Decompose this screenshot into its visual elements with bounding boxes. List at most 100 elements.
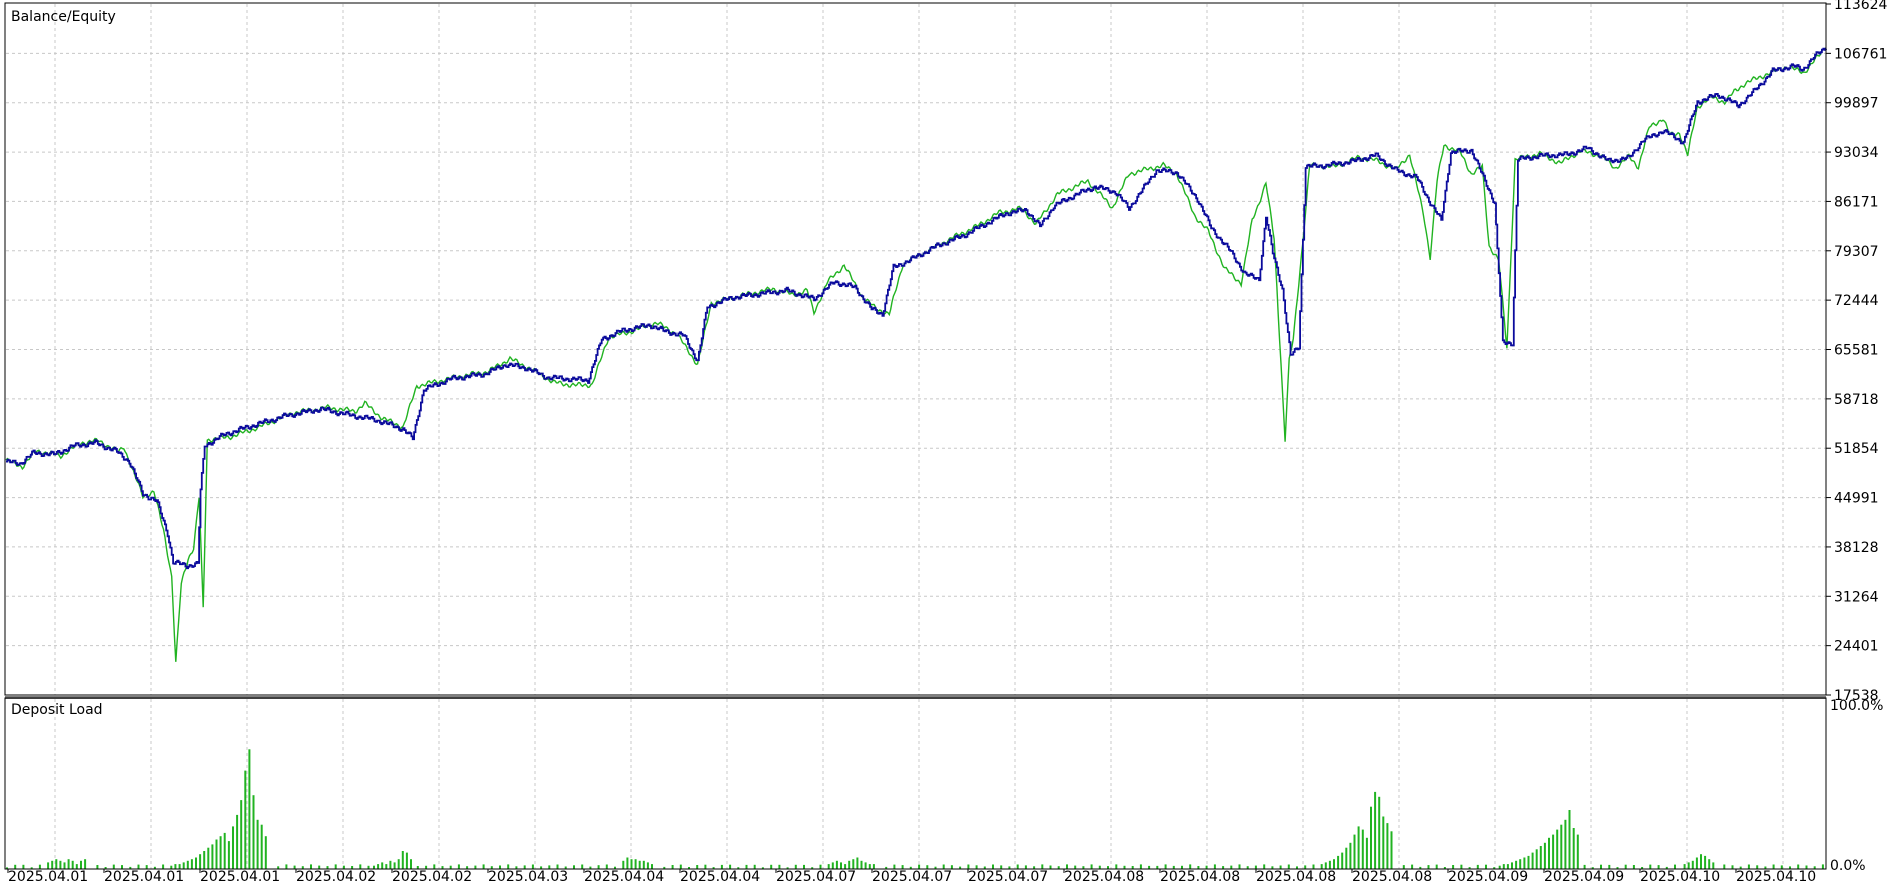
deposit-bar [474, 865, 477, 869]
deposit-bar [393, 862, 396, 869]
deposit-bar [1164, 864, 1167, 869]
deposit-bar [248, 749, 251, 869]
deposit-bar [872, 864, 875, 869]
deposit-bar [1789, 866, 1791, 869]
deposit-bar [1572, 828, 1575, 869]
deposit-bar [868, 864, 871, 869]
deposit-bar [256, 819, 259, 869]
deposit-bar [704, 864, 707, 869]
deposit-bar [1370, 806, 1372, 869]
y-tick-label: 79307 [1834, 244, 1879, 260]
deposit-bar [992, 864, 994, 869]
deposit-bar [1123, 865, 1126, 869]
deposit-bar [1074, 865, 1077, 869]
deposit-bar [1098, 865, 1101, 869]
x-tick-label: 2025.04.01 [104, 869, 184, 885]
deposit-bar [162, 864, 165, 869]
deposit-bar [410, 859, 412, 869]
deposit-bar [252, 795, 255, 869]
deposit-bar [310, 864, 312, 869]
deposit-bar [753, 864, 756, 869]
deposit-bar [1304, 865, 1307, 869]
deposit-bar [1552, 834, 1555, 869]
deposit-bar [1263, 864, 1266, 869]
deposit-bar [112, 864, 115, 869]
deposit-bar [1502, 864, 1505, 869]
deposit-bar [901, 865, 904, 869]
deposit-bar [1797, 864, 1800, 869]
deposit-bar [1756, 865, 1759, 869]
series-layer [5, 47, 1827, 662]
deposit-bar [630, 859, 633, 869]
deposit-axis-top-label: 100.0% [1830, 698, 1883, 714]
deposit-bar [523, 865, 526, 869]
deposit-bar [51, 860, 54, 869]
deposit-bar [373, 865, 375, 869]
deposit-bar [1616, 867, 1619, 869]
deposit-bar [745, 864, 748, 869]
deposit-bar [1813, 866, 1816, 869]
deposit-bar [597, 865, 600, 869]
deposit-bar [264, 836, 267, 869]
grid-layer [6, 4, 1826, 869]
deposit-bar [1691, 860, 1694, 869]
deposit-bar [540, 866, 543, 869]
deposit-bar [1205, 865, 1208, 869]
deposit-bar [1333, 859, 1335, 869]
deposit-bar [457, 864, 460, 869]
deposit-bar [1324, 862, 1327, 869]
deposit-bar [737, 867, 740, 869]
deposit-bar [589, 866, 592, 869]
deposit-bar [1131, 866, 1134, 869]
deposit-bar [59, 860, 62, 869]
deposit-bar [232, 826, 234, 869]
y-tick-label: 24401 [1834, 639, 1879, 655]
deposit-bar [397, 859, 400, 869]
deposit-bar [1390, 831, 1393, 869]
deposit-bar [671, 865, 674, 869]
deposit-bar [190, 859, 193, 869]
deposit-bar [1411, 864, 1414, 869]
deposit-bar [1564, 819, 1567, 869]
deposit-bar [1016, 864, 1019, 869]
y-tick-label: 113624 [1834, 0, 1888, 13]
deposit-bar [1591, 867, 1594, 869]
deposit-bar [893, 864, 896, 869]
deposit-bar [385, 864, 388, 869]
deposit-bar [425, 865, 428, 869]
y-tick-label: 38128 [1834, 540, 1879, 556]
x-tick-label: 2025.04.08 [1256, 869, 1336, 885]
deposit-bar [1254, 865, 1257, 869]
deposit-bar [1624, 864, 1627, 869]
deposit-bar [195, 857, 197, 869]
deposit-bar [1493, 867, 1496, 869]
deposit-bar [223, 832, 226, 869]
legend-balance: Balance [11, 9, 67, 25]
deposit-bar [634, 859, 637, 869]
deposit-bar [1066, 864, 1068, 869]
deposit-bar [359, 864, 362, 869]
deposit-bar [1374, 791, 1377, 869]
deposit-bar [1213, 864, 1216, 869]
deposit-bar [1700, 854, 1702, 869]
deposit-load-bars [6, 749, 1824, 869]
deposit-load-label: Deposit Load [11, 702, 103, 718]
deposit-bar [663, 866, 666, 869]
deposit-bar [215, 839, 218, 869]
balance-line [6, 47, 1827, 570]
x-tick-label: 2025.04.01 [200, 869, 280, 885]
deposit-bar [240, 800, 243, 869]
deposit-bar [1107, 866, 1109, 869]
deposit-bar [416, 866, 419, 869]
deposit-bar [1296, 866, 1298, 869]
deposit-bar [918, 864, 921, 869]
deposit-axis-bottom-label: 0.0% [1830, 858, 1866, 874]
deposit-bar [1345, 847, 1348, 869]
frame-layer [4, 2, 1831, 873]
deposit-bar [1230, 865, 1233, 869]
x-tick-label: 2025.04.02 [392, 869, 472, 885]
deposit-bar [852, 859, 855, 869]
x-tick-label: 2025.04.08 [1064, 869, 1144, 885]
deposit-bar [80, 860, 82, 869]
